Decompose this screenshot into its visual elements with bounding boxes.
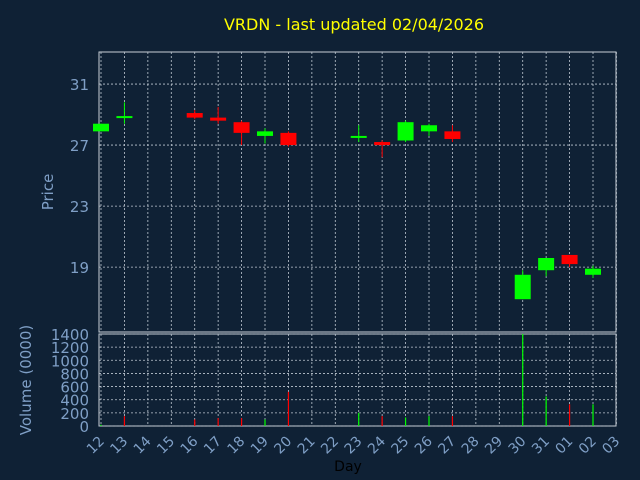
price-tick-label: 23: [70, 198, 89, 216]
candle-body: [561, 254, 578, 265]
volume-tick-label: 200: [60, 405, 89, 423]
candle-body: [444, 131, 461, 139]
candle-body: [186, 113, 203, 118]
candle-body: [538, 257, 555, 271]
price-tick-label: 31: [70, 76, 89, 94]
candle-body: [93, 123, 109, 132]
candle-body: [397, 122, 414, 141]
price-panel: 19 23 27 31 Price: [39, 51, 617, 333]
chart-title: VRDN - last updated 02/04/2026: [224, 15, 484, 34]
price-tick-label: 27: [70, 137, 89, 155]
volume-axis-label: Volume (0000): [17, 325, 35, 435]
candle-body: [280, 132, 297, 146]
price-axis-label: Price: [39, 174, 57, 211]
volume-tick-label: 0: [79, 418, 89, 436]
candle-body: [116, 116, 133, 119]
volume-tick-label: 1400: [51, 326, 89, 344]
volume-panel-frame: [98, 333, 617, 427]
candle-body: [374, 142, 391, 146]
candle-body: [257, 131, 273, 136]
volume-tick-label: 1200: [51, 339, 89, 357]
volume-tick-label: 400: [60, 392, 89, 410]
volume-tick-label: 1000: [51, 352, 89, 370]
candle-body: [514, 274, 531, 300]
x-axis-label: Day: [334, 459, 362, 475]
volume-tick-label: 800: [60, 365, 89, 383]
candle-body: [233, 122, 250, 133]
candle-body: [421, 125, 437, 132]
price-panel-frame: [98, 51, 617, 333]
price-tick-label: 19: [70, 259, 89, 277]
candle-body: [210, 117, 227, 121]
candle-body: [350, 135, 367, 138]
candle-body: [585, 268, 601, 275]
volume-tick-label: 600: [60, 379, 89, 397]
